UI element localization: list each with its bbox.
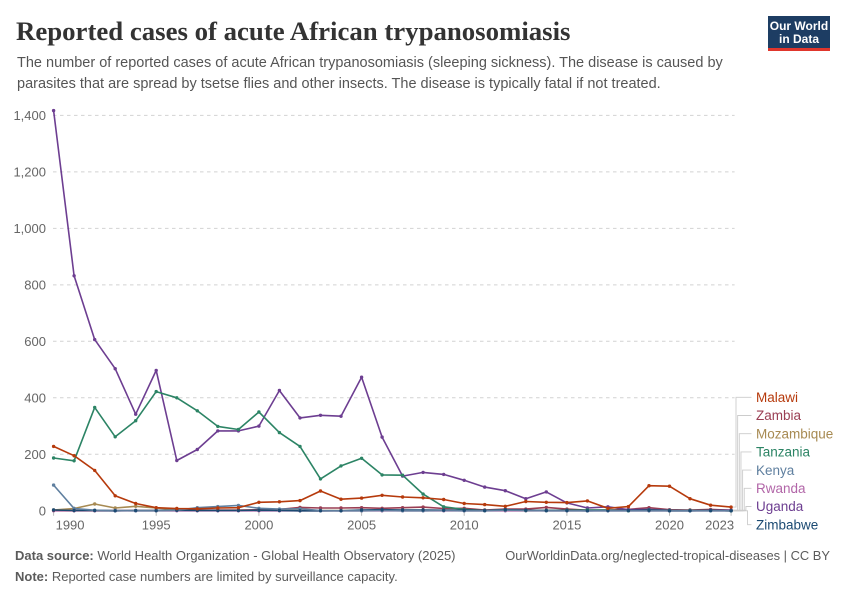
svg-text:2005: 2005	[347, 518, 376, 533]
svg-text:Zimbabwe: Zimbabwe	[756, 517, 818, 532]
svg-text:Zambia: Zambia	[756, 408, 802, 423]
svg-text:0: 0	[39, 503, 46, 518]
svg-text:600: 600	[24, 334, 46, 349]
svg-text:1990: 1990	[56, 518, 85, 533]
svg-text:1995: 1995	[142, 518, 171, 533]
svg-text:800: 800	[24, 277, 46, 292]
svg-text:Mozambique: Mozambique	[756, 426, 833, 441]
svg-text:Rwanda: Rwanda	[756, 481, 806, 496]
svg-text:2020: 2020	[655, 518, 684, 533]
svg-text:400: 400	[24, 390, 46, 405]
svg-text:1,200: 1,200	[13, 164, 46, 179]
svg-text:2000: 2000	[244, 518, 273, 533]
svg-text:1,000: 1,000	[13, 221, 46, 236]
svg-text:200: 200	[24, 447, 46, 462]
svg-text:Malawi: Malawi	[756, 390, 798, 405]
svg-text:Uganda: Uganda	[756, 499, 804, 514]
svg-text:2010: 2010	[450, 518, 479, 533]
svg-text:Tanzania: Tanzania	[756, 445, 811, 460]
svg-text:Kenya: Kenya	[756, 463, 795, 478]
svg-text:2015: 2015	[552, 518, 581, 533]
svg-text:2023: 2023	[705, 518, 734, 533]
svg-text:1,400: 1,400	[13, 108, 46, 123]
